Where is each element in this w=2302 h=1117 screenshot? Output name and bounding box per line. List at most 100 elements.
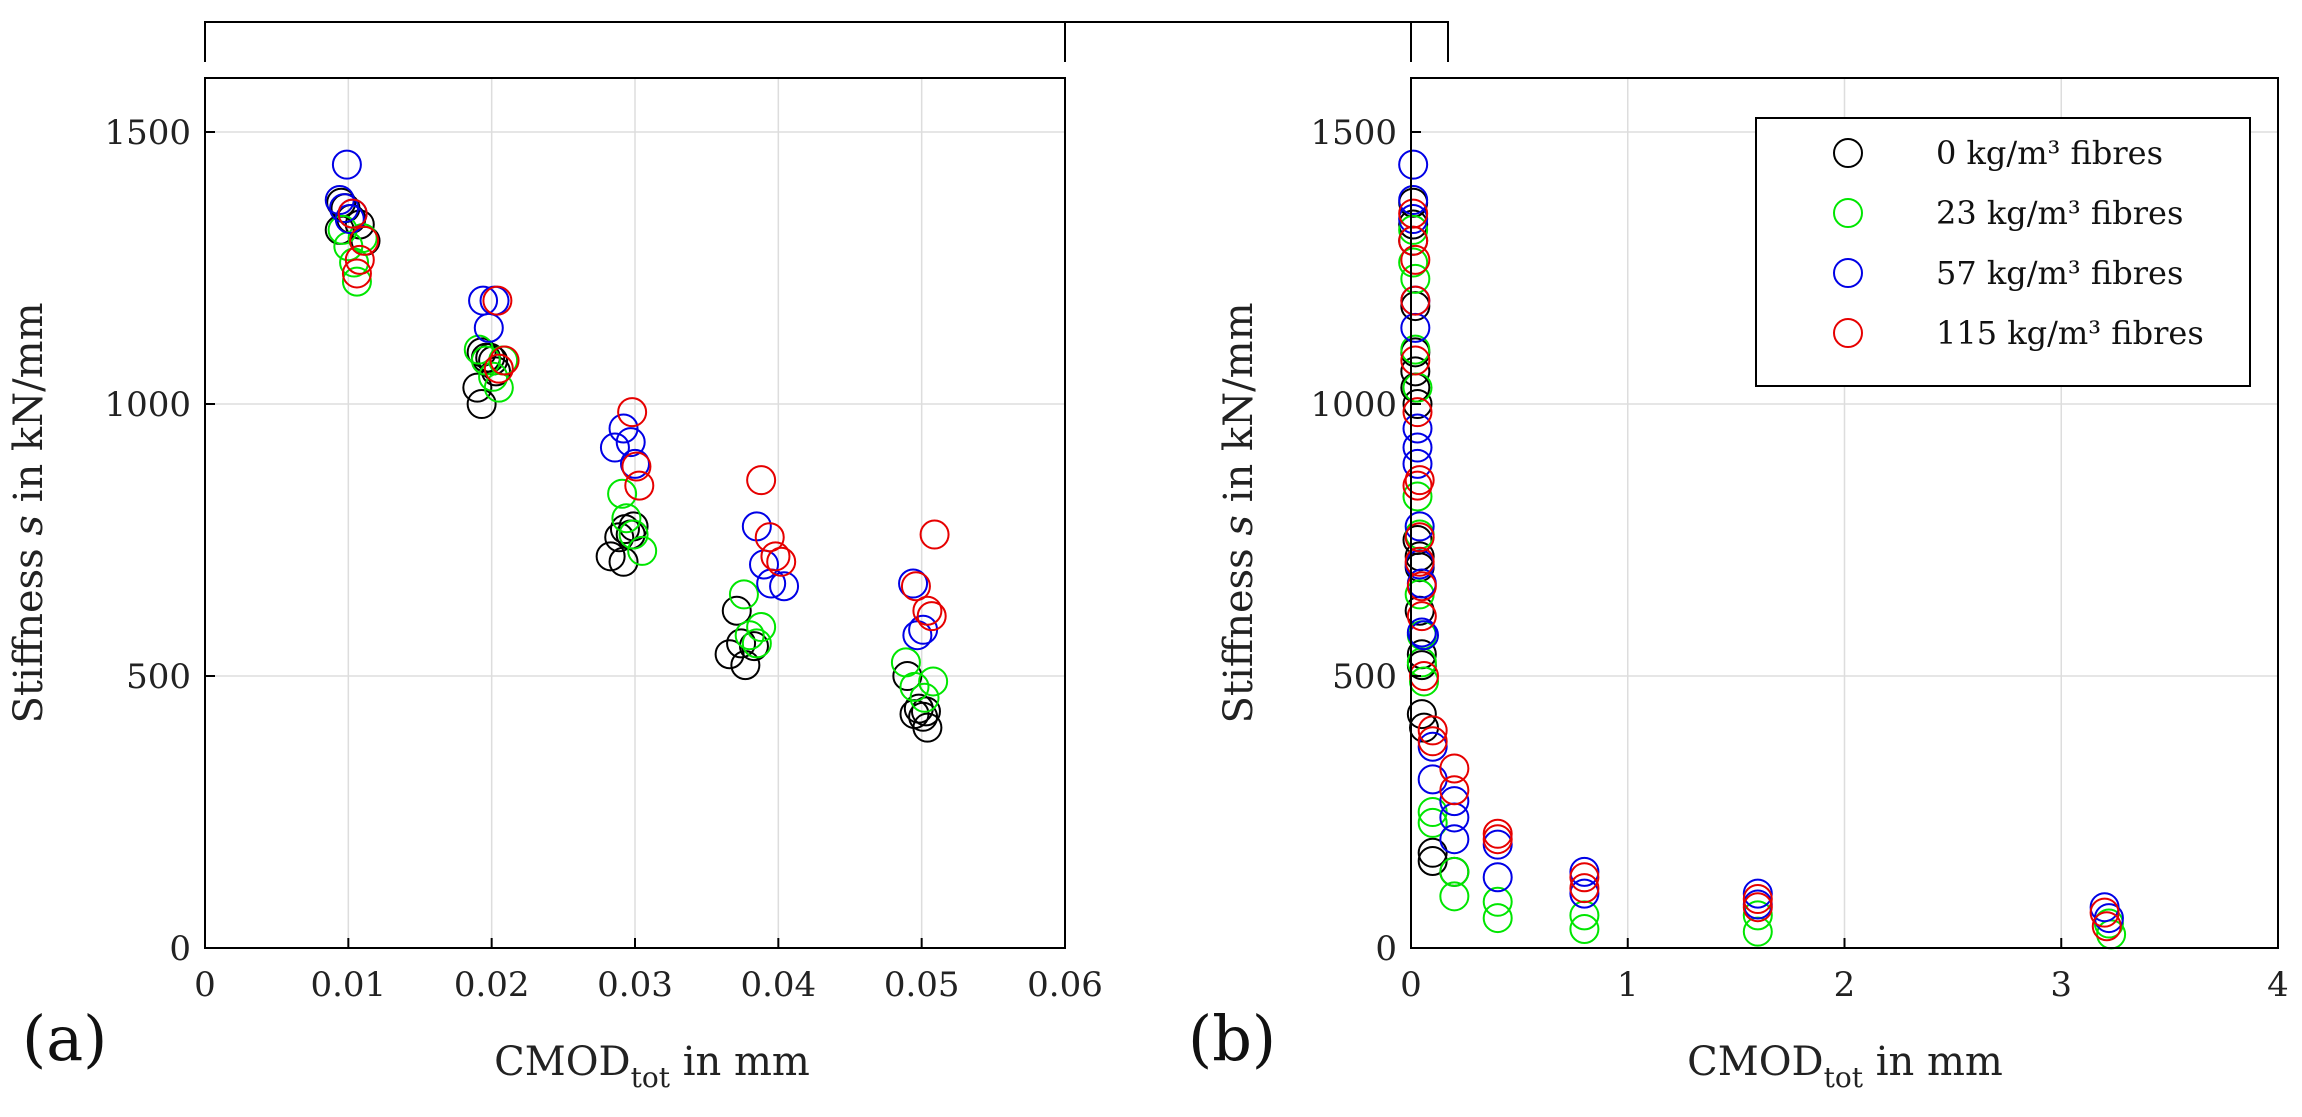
legend-marker-23kg <box>1833 198 1863 228</box>
data-point-0kg <box>726 628 757 659</box>
data-point-23kg <box>728 579 759 610</box>
x-tick-label: 4 <box>2267 965 2289 1005</box>
panel-b-markers <box>1398 149 2127 950</box>
data-point-115kg <box>746 465 777 496</box>
data-point-0kg <box>721 595 752 626</box>
data-point-115kg <box>341 258 372 289</box>
x-tick-label: 0.06 <box>1027 965 1103 1005</box>
data-point-57kg <box>1404 511 1435 542</box>
data-point-115kg <box>900 571 931 602</box>
data-point-115kg <box>1406 571 1437 602</box>
data-point-115kg <box>1439 753 1470 784</box>
x-tick-label: 1 <box>1617 965 1639 1005</box>
data-point-0kg <box>1398 209 1429 240</box>
data-point-23kg <box>1400 334 1431 365</box>
data-point-57kg <box>1417 731 1448 762</box>
data-point-23kg <box>1482 886 1513 917</box>
legend: 0 kg/m³ fibres 23 kg/m³ fibres 57 kg/m³ fi… <box>1755 117 2251 387</box>
y-tick-label: 0 <box>1375 929 1397 969</box>
data-point-57kg <box>1482 862 1513 893</box>
data-point-115kg <box>1482 818 1513 849</box>
data-point-57kg <box>1439 824 1470 855</box>
data-point-57kg <box>1439 786 1470 817</box>
panel-a-y-ticks: 0 500 1000 1500 <box>104 113 215 969</box>
data-point-115kg <box>2091 911 2122 942</box>
data-point-115kg <box>1402 470 1433 501</box>
data-point-23kg <box>1569 913 1600 944</box>
panel-a-letter: (a) <box>22 1002 107 1075</box>
data-point-57kg <box>615 427 646 458</box>
data-point-0kg <box>730 650 761 681</box>
data-point-57kg <box>1417 764 1448 795</box>
x-tick-label: 0.02 <box>454 965 530 1005</box>
data-point-115kg <box>489 345 520 376</box>
data-point-23kg <box>618 519 649 550</box>
x-tick-label: 0 <box>194 965 216 1005</box>
y-tick-label: 1500 <box>104 113 191 153</box>
data-point-0kg <box>1406 699 1437 730</box>
data-point-115kg <box>482 285 513 316</box>
data-point-0kg <box>1417 837 1448 868</box>
panel-b-chart: 0 1 2 3 4 0 500 1000 1500 CMODtot in mm Stiffne… <box>1188 77 2289 1094</box>
panel-a-x-ticks: 0 0.01 0.02 0.03 0.04 0.05 0.06 <box>194 938 1103 1005</box>
x-tick-label: 0.01 <box>310 965 386 1005</box>
data-point-115kg <box>1404 465 1435 496</box>
data-point-115kg <box>617 397 648 428</box>
data-point-115kg <box>754 522 785 553</box>
data-point-23kg <box>341 266 372 297</box>
data-point-0kg <box>892 661 923 691</box>
data-point-23kg <box>463 334 494 365</box>
panel-a-markers <box>324 149 950 743</box>
data-point-115kg <box>1569 862 1600 893</box>
data-point-23kg <box>1482 903 1513 934</box>
data-point-57kg <box>769 571 800 602</box>
data-point-57kg <box>1402 413 1433 444</box>
data-point-23kg <box>1409 666 1440 697</box>
legend-label-115kg: 115 kg/m³ fibres <box>1936 314 2204 352</box>
data-point-57kg <box>1402 448 1433 479</box>
panel-b-letter: (b) <box>1188 1002 1276 1075</box>
data-point-57kg <box>1398 204 1429 235</box>
data-point-115kg <box>1404 522 1435 553</box>
panel-b-y-axis-label: Stiffness s in kN/mm <box>1216 303 1262 724</box>
x-tick-label: 0 <box>1400 965 1422 1005</box>
y-tick-label: 500 <box>126 657 191 697</box>
legend-label-23kg: 23 kg/m³ fibres <box>1936 194 2183 232</box>
data-point-23kg <box>741 628 772 659</box>
data-point-115kg <box>621 451 652 482</box>
data-point-57kg <box>1742 878 1773 909</box>
y-tick-label: 0 <box>169 929 191 969</box>
data-point-23kg <box>1398 247 1429 278</box>
data-point-115kg <box>916 601 947 632</box>
data-point-115kg <box>483 353 514 384</box>
data-point-115kg <box>1404 546 1435 577</box>
y-tick-label: 500 <box>1332 657 1397 697</box>
data-point-23kg <box>1439 856 1470 887</box>
data-point-0kg <box>1400 356 1431 387</box>
data-point-0kg <box>480 356 511 387</box>
data-point-115kg <box>337 198 368 229</box>
data-point-57kg <box>1569 878 1600 909</box>
data-point-23kg <box>1402 481 1433 512</box>
data-point-23kg <box>611 503 642 534</box>
data-point-0kg <box>466 337 497 368</box>
data-point-0kg <box>595 541 626 572</box>
data-point-115kg <box>1406 601 1437 632</box>
data-point-0kg <box>1400 291 1431 322</box>
data-point-115kg <box>344 244 375 275</box>
data-point-57kg <box>1482 829 1513 860</box>
data-point-23kg <box>734 620 765 651</box>
data-point-115kg <box>912 595 943 626</box>
data-point-57kg <box>898 568 929 599</box>
data-point-115kg <box>1742 884 1773 915</box>
data-point-57kg <box>608 413 639 444</box>
data-point-57kg <box>620 448 650 479</box>
data-point-23kg <box>607 478 638 509</box>
panel-b-y-ticks: 0 500 1000 1500 <box>1310 113 1421 969</box>
data-point-57kg <box>331 149 362 180</box>
data-point-0kg <box>910 696 941 727</box>
zoom-bracket <box>204 21 1449 62</box>
data-point-115kg <box>1417 726 1448 757</box>
data-point-57kg <box>1402 432 1433 463</box>
